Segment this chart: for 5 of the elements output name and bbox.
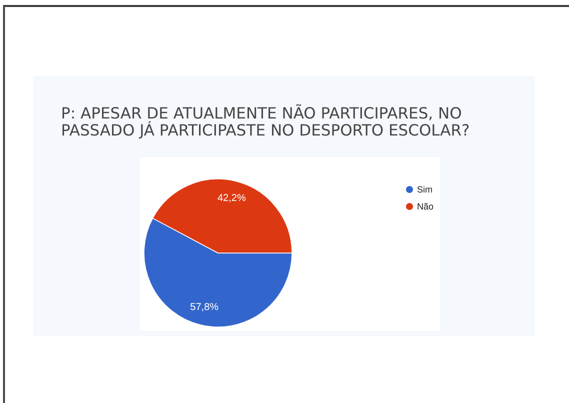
data-label: 42,2%: [217, 192, 246, 204]
legend-label: Sim: [417, 184, 432, 194]
chart-title: P: APESAR DE ATUALMENTE NÃO PARTICIPARES, NO PASSADO JÁ PARTICIPASTE NO DESPORTO ESCOLAR?: [61, 104, 470, 140]
data-label: 57,8%: [190, 302, 219, 314]
legend-label: Não: [417, 202, 434, 212]
